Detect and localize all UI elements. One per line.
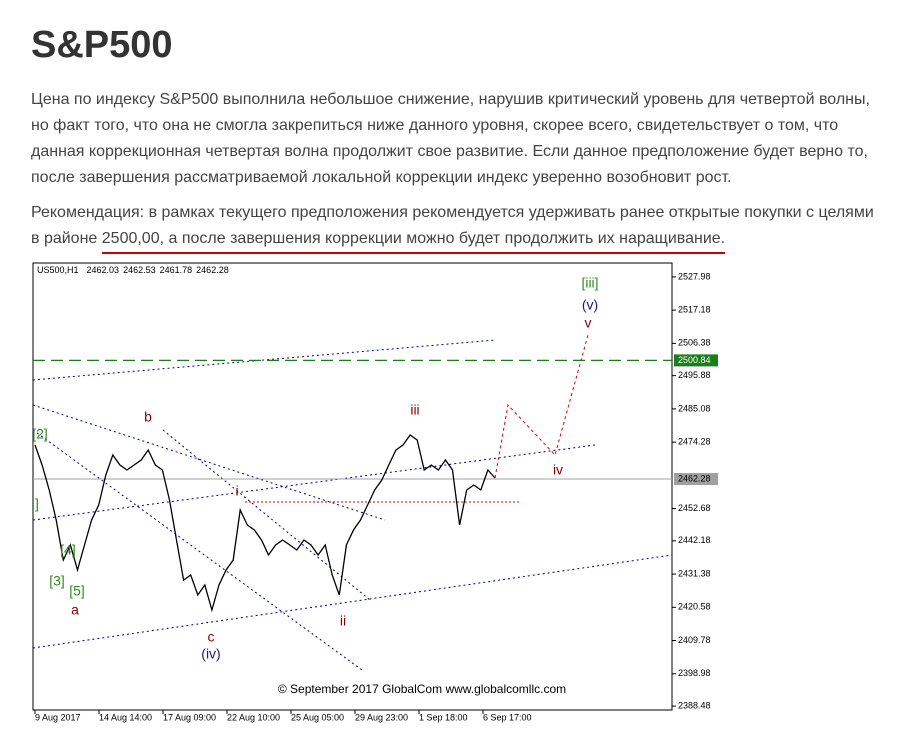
chart-header: US500,H1 2462.03 2462.53 2461.78 2462.28 <box>37 265 229 275</box>
y-tick-label: 2495.88 <box>678 370 711 380</box>
paragraph: Рекомендация: в рамках текущего предполо… <box>31 200 876 254</box>
y-tick-label: 2409.78 <box>678 635 711 645</box>
y-tick-label: 2442.18 <box>678 535 711 545</box>
ohlc-value: 2462.03 <box>87 265 120 275</box>
x-tick-label: 17 Aug 09:00 <box>163 712 216 722</box>
x-tick-label: 1 Sep 18:00 <box>419 712 468 722</box>
y-tick-label: 2431.38 <box>678 568 711 578</box>
text: Рекомендация: в рамках текущего предполо… <box>31 204 874 247</box>
wave-label: (v) <box>582 297 598 313</box>
y-tick-label: 2506.38 <box>678 338 711 348</box>
ohlc-value: 2462.28 <box>196 265 229 275</box>
x-tick-label: 9 Aug 2017 <box>35 712 81 722</box>
wave-label: c <box>208 629 215 645</box>
wave-label: [iii] <box>581 275 598 291</box>
x-tick-label: 14 Aug 14:00 <box>99 712 152 722</box>
wave-label: [3] <box>49 573 65 589</box>
wave-label: iv <box>553 462 563 478</box>
symbol: US500,H1 <box>37 265 79 275</box>
wave-label: v <box>585 315 592 331</box>
wave-label: b <box>144 409 152 425</box>
y-tick-label: 2420.58 <box>678 602 711 612</box>
wave-label: i <box>235 483 238 499</box>
wave-label: [2] <box>32 426 48 442</box>
wave-label: ii <box>340 613 346 629</box>
y-tick-label: 2452.68 <box>678 503 711 513</box>
price-line <box>34 434 496 613</box>
wave-label: iii <box>410 402 419 418</box>
x-tick-label: 25 Aug 05:00 <box>291 712 344 722</box>
wave-label: (iv) <box>201 646 220 662</box>
ohlc-value: 2461.78 <box>160 265 193 275</box>
level-label: 2462.28 <box>678 473 711 483</box>
paragraph: Цена по индексу S&P500 выполнила небольш… <box>31 91 870 186</box>
wave-label: a <box>71 602 79 618</box>
trend-lines <box>32 339 673 671</box>
ohlc-value: 2462.53 <box>123 265 156 275</box>
wave-label: [4] <box>60 542 76 558</box>
x-tick-label: 22 Aug 10:00 <box>227 712 280 722</box>
y-tick-label: 2517.18 <box>678 305 711 315</box>
x-tick-label: 6 Sep 17:00 <box>483 712 532 722</box>
y-tick-label: 2527.98 <box>678 271 711 281</box>
x-tick-label: 29 Aug 23:00 <box>355 712 408 722</box>
underlined-text: 2500,00, а после завершения коррекции мо… <box>101 230 726 254</box>
wave-label: ] <box>35 496 39 512</box>
y-tick-label: 2388.48 <box>678 700 711 710</box>
y-tick-label: 2474.28 <box>678 436 711 446</box>
projection <box>494 334 589 479</box>
level-tag <box>674 473 718 486</box>
title: S&P500 <box>31 24 173 66</box>
copyright: © September 2017 GlobalCom www.globalcom… <box>278 682 566 696</box>
level-tag <box>674 354 718 367</box>
y-tick-label: 2398.98 <box>678 668 711 678</box>
level-label: 2500.84 <box>678 355 711 365</box>
plot-frame <box>32 262 673 711</box>
wave-label: [5] <box>69 583 85 599</box>
y-tick-label: 2485.08 <box>678 403 711 413</box>
